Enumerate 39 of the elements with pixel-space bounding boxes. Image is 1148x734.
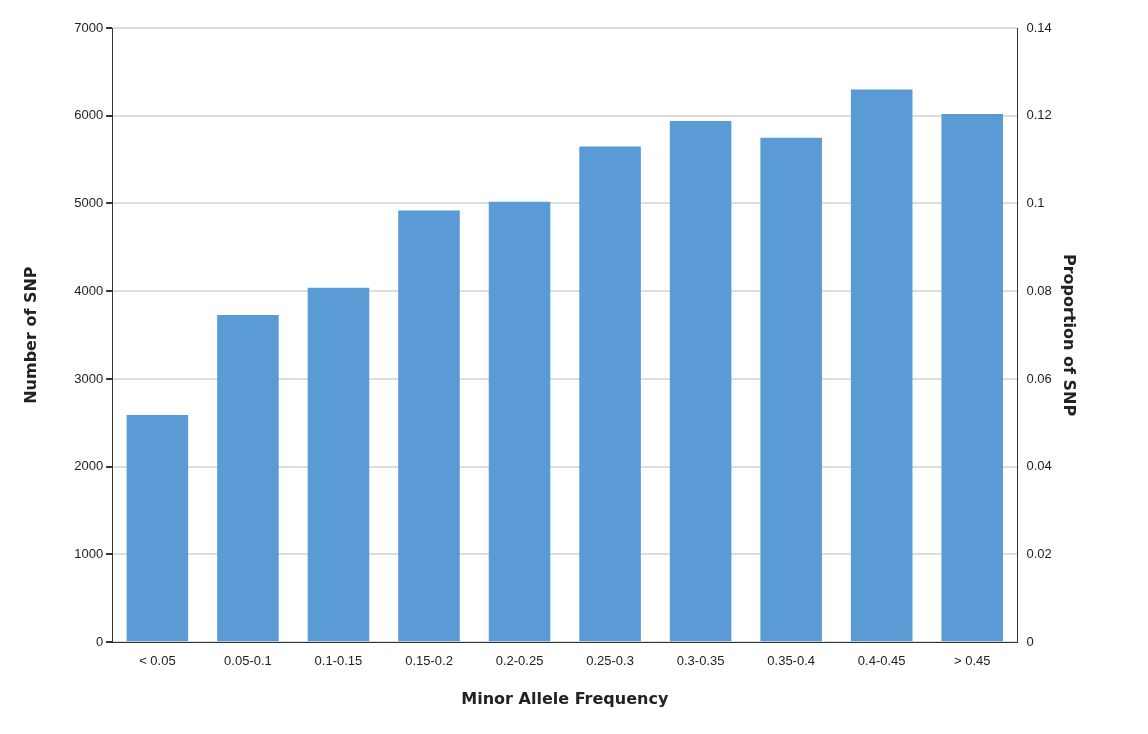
y-tick-label: 4000 (74, 282, 104, 298)
x-tick-label: 0.15-0.2 (405, 652, 453, 668)
y-tick-label: 0 (95, 633, 104, 649)
x-tick-label: 0.3-0.35 (676, 652, 725, 668)
x-tick-label: > 0.45 (953, 652, 991, 668)
x-axis-title: Minor Allele Frequency (461, 688, 669, 708)
y2-tick-label: 0.14 (1026, 19, 1052, 35)
y-tick-label: 3000 (74, 370, 104, 386)
y2-tick-label: 0.1 (1026, 195, 1045, 211)
y-tick-label: 2000 (74, 458, 104, 474)
bar (398, 210, 460, 642)
bar (217, 314, 279, 642)
x-tick-label: 0.2-0.25 (495, 652, 544, 668)
x-tick-label: 0.4-0.45 (857, 652, 906, 668)
y-tick-label: 7000 (74, 19, 104, 35)
y2-tick-label: 0.02 (1026, 546, 1052, 562)
y-tick-label: 5000 (74, 195, 104, 211)
x-tick-label: 0.25-0.3 (586, 652, 634, 668)
y-axis-title: Number of SNP (20, 266, 40, 404)
x-tick-label: 0.05-0.1 (224, 652, 272, 668)
y2-tick-label: 0.06 (1026, 370, 1052, 386)
bar (760, 137, 822, 642)
bar (126, 414, 189, 642)
y-tick-label: 6000 (74, 107, 104, 123)
y2-axis-title: Proportion of SNP (1060, 254, 1080, 417)
x-tick-label: < 0.05 (139, 652, 176, 668)
y-tick-label: 1000 (74, 546, 104, 562)
y2-tick-label: 0.08 (1026, 282, 1052, 298)
bar (579, 146, 641, 642)
bar (488, 201, 551, 642)
y2-tick-label: 0 (1026, 633, 1034, 649)
y2-tick-label: 0.04 (1026, 458, 1052, 474)
bar (669, 121, 732, 642)
bar (307, 287, 370, 642)
y2-tick-label: 0.12 (1026, 107, 1052, 123)
bar (850, 89, 913, 642)
x-tick-label: 0.35-0.4 (767, 652, 816, 668)
x-tick-label: 0.1-0.15 (314, 652, 363, 668)
bar (941, 113, 1004, 642)
